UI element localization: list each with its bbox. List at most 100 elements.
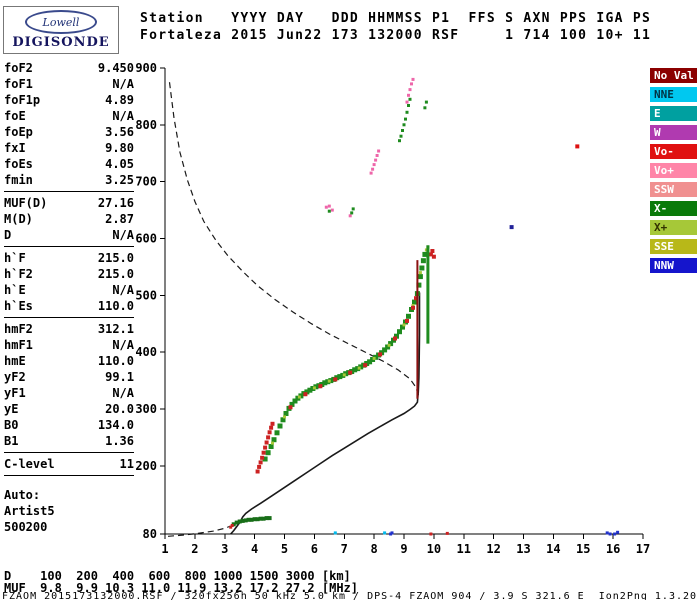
echo-point bbox=[418, 271, 422, 275]
echo-point bbox=[237, 519, 242, 524]
echo-point bbox=[608, 532, 612, 536]
echo-point bbox=[411, 304, 415, 307]
echo-point bbox=[407, 93, 410, 97]
station-header: Station YYYY DAY DDD HHMMSS P1 FFS S AXN… bbox=[140, 10, 651, 44]
echo-point bbox=[257, 464, 262, 469]
legend-item-vo-: Vo+ bbox=[650, 163, 697, 178]
y-tick-label: 300 bbox=[135, 402, 157, 416]
echo-point bbox=[417, 274, 423, 280]
echo-point bbox=[280, 417, 286, 423]
echo-point bbox=[333, 531, 337, 535]
param-label: h`F bbox=[4, 251, 26, 265]
axes bbox=[164, 68, 643, 535]
y-tick-label: 80 bbox=[143, 527, 157, 541]
echo-point bbox=[269, 425, 274, 430]
echo-point bbox=[271, 441, 274, 445]
echo-point bbox=[405, 110, 409, 114]
param-row: h`E N/A bbox=[4, 282, 134, 298]
echo-point bbox=[605, 531, 609, 535]
param-row: fxI 9.80 bbox=[4, 140, 134, 156]
param-row: foF1 N/A bbox=[4, 76, 134, 92]
param-value: 4.05 bbox=[105, 157, 134, 171]
series-f-trace-x-mode-light bbox=[271, 245, 430, 445]
echo-point bbox=[270, 421, 275, 426]
echo-point bbox=[412, 299, 417, 305]
param-value: 3.25 bbox=[105, 173, 134, 187]
echo-point bbox=[263, 445, 268, 450]
x-tick-label: 13 bbox=[516, 542, 530, 556]
series-es-trace-red-tip bbox=[229, 524, 234, 529]
echo-point bbox=[377, 149, 381, 153]
echo-point bbox=[404, 117, 407, 121]
echo-point bbox=[405, 100, 409, 104]
echo-point bbox=[372, 163, 376, 167]
echo-point bbox=[420, 258, 426, 264]
echo-point bbox=[402, 123, 406, 127]
param-row: Artist5 bbox=[4, 503, 134, 519]
param-value: 11 bbox=[119, 457, 134, 471]
param-value: 4.89 bbox=[105, 93, 134, 107]
legend: No Val NNE E W Vo- Vo+ SSW X- X+ SSE NNW bbox=[650, 68, 697, 277]
param-label: B1 bbox=[4, 434, 19, 448]
param-value: 99.1 bbox=[105, 370, 134, 384]
param-row: hmF1 N/A bbox=[4, 337, 134, 353]
echo-point bbox=[408, 97, 412, 101]
echo-point bbox=[350, 211, 354, 215]
x-axis: 1 2 3 4 5 6 7 8 9 10 11 12 13 14 15 16 17 bbox=[161, 534, 650, 556]
y-tick-label: 600 bbox=[135, 231, 157, 245]
param-label: MUF(D) bbox=[4, 196, 48, 210]
echo-point bbox=[385, 344, 391, 350]
echo-point bbox=[283, 415, 286, 419]
param-row: B0 134.0 bbox=[4, 417, 134, 433]
param-label: foE bbox=[4, 109, 26, 123]
echo-point bbox=[243, 518, 248, 523]
echo-point bbox=[372, 356, 376, 360]
lowell-oval-icon: Lowell bbox=[25, 10, 97, 34]
echo-point bbox=[407, 104, 410, 107]
echo-point bbox=[271, 437, 277, 443]
x-tick-label: 11 bbox=[457, 542, 471, 556]
param-row: C-level 11 bbox=[4, 456, 134, 472]
echo-point bbox=[267, 516, 272, 521]
echo-point bbox=[369, 171, 373, 175]
param-value: 215.0 bbox=[97, 267, 134, 281]
param-value: N/A bbox=[112, 228, 134, 242]
echo-point bbox=[378, 352, 383, 357]
echo-point bbox=[307, 387, 313, 393]
muf-row: MUF 9.8 9.9 10.3 11.0 11.9 13.2 17.2 27.… bbox=[4, 581, 359, 595]
x-tick-label: 6 bbox=[311, 542, 318, 556]
param-row: hmF2 312.1 bbox=[4, 321, 134, 337]
param-value: N/A bbox=[112, 77, 134, 91]
param-value: 9.80 bbox=[105, 141, 134, 155]
y-tick-label: 800 bbox=[135, 118, 157, 132]
echo-point bbox=[265, 450, 271, 456]
x-tick-label: 5 bbox=[281, 542, 288, 556]
series-baseline-cyan-specks bbox=[333, 531, 387, 535]
echo-point bbox=[357, 366, 361, 370]
param-row: 500200 bbox=[4, 519, 134, 535]
echo-point bbox=[258, 460, 263, 465]
x-tick-label: 10 bbox=[427, 542, 441, 556]
echo-point bbox=[261, 516, 266, 521]
param-value: 20.0 bbox=[105, 402, 134, 416]
param-row: foF2 9.450 bbox=[4, 60, 134, 76]
file-status-line: FZAOM_2015173132000.RSF / 320fx256h 50 k… bbox=[2, 591, 698, 600]
echo-point bbox=[416, 282, 422, 288]
echo-point bbox=[399, 134, 403, 138]
param-label: B0 bbox=[4, 418, 19, 432]
echo-point bbox=[394, 333, 399, 339]
series-baseline-red-specks bbox=[429, 531, 449, 536]
param-value: 9.450 bbox=[97, 61, 134, 75]
series-isolated-red-echo bbox=[575, 144, 580, 149]
series-f-trace-x-mode-green bbox=[262, 251, 428, 462]
echo-point bbox=[246, 517, 251, 522]
echo-point bbox=[402, 323, 406, 327]
echo-point bbox=[393, 336, 397, 341]
echo-point bbox=[367, 359, 373, 365]
param-row: B1 1.36 bbox=[4, 433, 134, 449]
echo-point bbox=[255, 517, 260, 522]
echo-point bbox=[342, 373, 346, 377]
d-distance-row: D 100 200 400 600 800 1000 1500 3000 [km… bbox=[4, 569, 351, 583]
line-profile-extrapolation bbox=[167, 525, 231, 537]
